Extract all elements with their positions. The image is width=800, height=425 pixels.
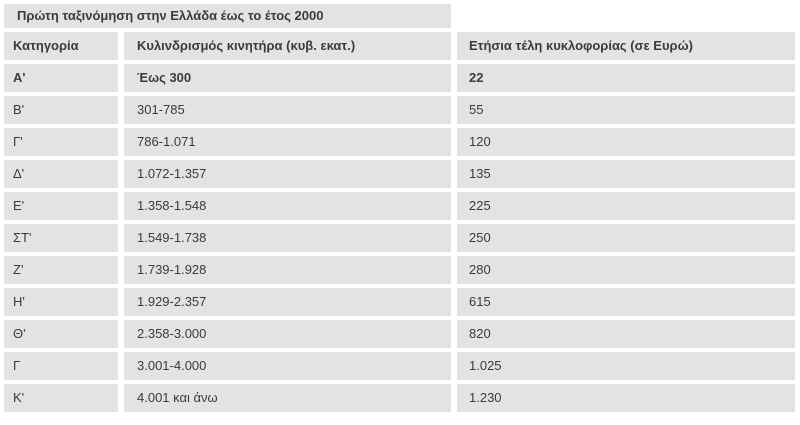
displacement-cell: 4.001 και άνω: [124, 384, 451, 412]
fee-cell: 225: [457, 192, 795, 220]
displacement-cell: Έως 300: [124, 64, 451, 92]
fee-cell: 120: [457, 128, 795, 156]
displacement-cell: 1.549-1.738: [124, 224, 451, 252]
displacement-cell: 3.001-4.000: [124, 352, 451, 380]
displacement-cell: 1.739-1.928: [124, 256, 451, 284]
table-header-row: Κατηγορία Κυλινδρισμός κινητήρα (κυβ. εκ…: [4, 32, 795, 60]
table-row: Δ' 1.072-1.357 135: [4, 160, 795, 188]
fee-cell: 1.025: [457, 352, 795, 380]
fee-cell: 135: [457, 160, 795, 188]
category-cell: Α': [4, 64, 118, 92]
category-cell: Κ': [4, 384, 118, 412]
fee-cell: 55: [457, 96, 795, 124]
displacement-cell: 786-1.071: [124, 128, 451, 156]
table-row: Κ' 4.001 και άνω 1.230: [4, 384, 795, 412]
table-row: Γ' 786-1.071 120: [4, 128, 795, 156]
column-header-category: Κατηγορία: [4, 32, 118, 60]
displacement-cell: 1.929-2.357: [124, 288, 451, 316]
category-cell: Θ': [4, 320, 118, 348]
displacement-cell: 301-785: [124, 96, 451, 124]
fee-cell: 280: [457, 256, 795, 284]
table-row: ΣΤ' 1.549-1.738 250: [4, 224, 795, 252]
category-cell: Η': [4, 288, 118, 316]
category-cell: Ζ': [4, 256, 118, 284]
table-row: Β' 301-785 55: [4, 96, 795, 124]
category-cell: Ε': [4, 192, 118, 220]
table-row: Η' 1.929-2.357 615: [4, 288, 795, 316]
table-title-row: Πρώτη ταξινόμηση στην Ελλάδα έως το έτος…: [4, 4, 795, 28]
table-row: Α' Έως 300 22: [4, 64, 795, 92]
table-row: Ζ' 1.739-1.928 280: [4, 256, 795, 284]
category-cell: ΣΤ': [4, 224, 118, 252]
displacement-cell: 1.358-1.548: [124, 192, 451, 220]
fee-cell: 22: [457, 64, 795, 92]
title-row-spacer: [457, 4, 795, 28]
fee-cell: 820: [457, 320, 795, 348]
column-header-fee: Ετήσια τέλη κυκλοφορίας (σε Ευρώ): [457, 32, 795, 60]
displacement-cell: 1.072-1.357: [124, 160, 451, 188]
category-cell: Β': [4, 96, 118, 124]
category-cell: Γ: [4, 352, 118, 380]
fee-cell: 615: [457, 288, 795, 316]
category-cell: Γ': [4, 128, 118, 156]
column-header-displacement: Κυλινδρισμός κινητήρα (κυβ. εκατ.): [124, 32, 451, 60]
displacement-cell: 2.358-3.000: [124, 320, 451, 348]
category-cell: Δ': [4, 160, 118, 188]
table-row: Ε' 1.358-1.548 225: [4, 192, 795, 220]
table-row: Θ' 2.358-3.000 820: [4, 320, 795, 348]
table-row: Γ 3.001-4.000 1.025: [4, 352, 795, 380]
fee-cell: 1.230: [457, 384, 795, 412]
table-title: Πρώτη ταξινόμηση στην Ελλάδα έως το έτος…: [4, 4, 451, 28]
fee-cell: 250: [457, 224, 795, 252]
